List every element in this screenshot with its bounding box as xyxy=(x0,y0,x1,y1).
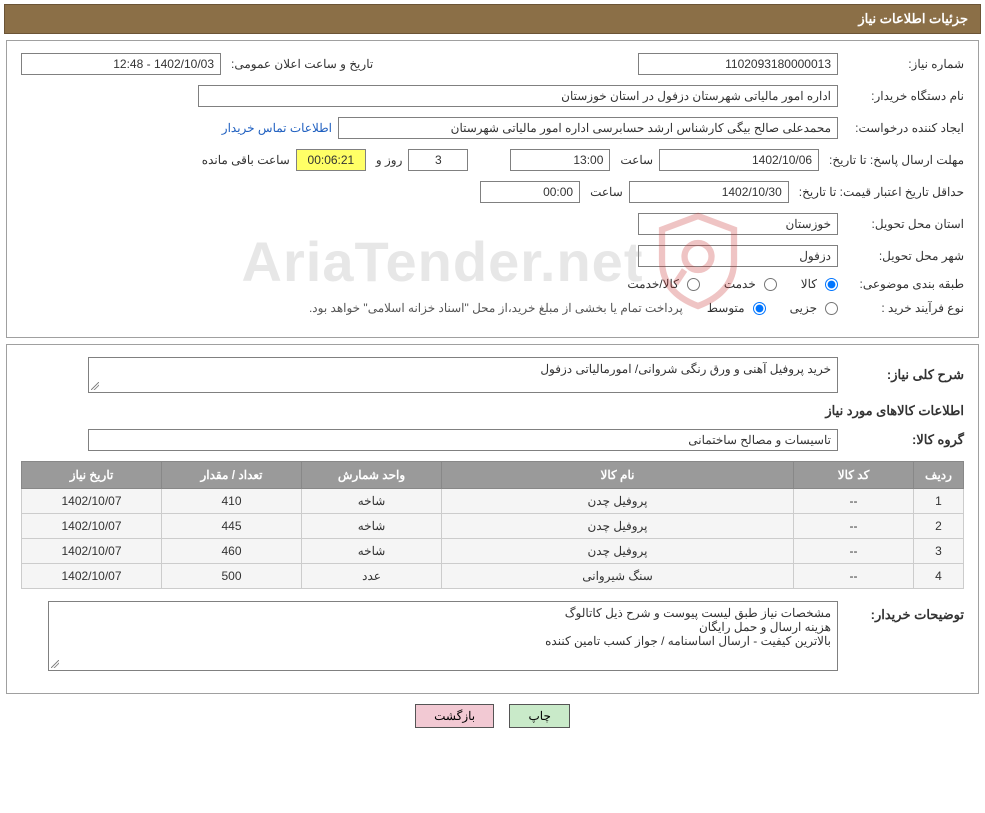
reply-deadline-date: 1402/10/06 xyxy=(659,149,819,171)
table-cell: شاخه xyxy=(302,514,442,539)
requester-field: محمدعلی صالح بیگی کارشناس ارشد حسابرسی ا… xyxy=(338,117,838,139)
process-label: نوع فرآیند خرید : xyxy=(844,301,964,315)
need-no-label: شماره نیاز: xyxy=(844,57,964,71)
radio-service-input[interactable] xyxy=(764,278,777,291)
need-no-field: 1102093180000013 xyxy=(638,53,838,75)
table-cell: -- xyxy=(794,514,914,539)
info-panel: AriaTender.net شماره نیاز: 1102093180000… xyxy=(6,40,979,338)
remaining-label: ساعت باقی مانده xyxy=(198,153,290,167)
time-label-1: ساعت xyxy=(616,153,653,167)
table-cell: 1402/10/07 xyxy=(22,564,162,589)
general-desc-label: شرح کلی نیاز: xyxy=(844,367,964,383)
table-header-row: ردیف کد کالا نام کالا واحد شمارش تعداد /… xyxy=(22,462,964,489)
radio-medium[interactable]: متوسط xyxy=(707,301,766,315)
time-label-2: ساعت xyxy=(586,185,623,199)
city-label: شهر محل تحویل: xyxy=(844,249,964,263)
table-cell: 1402/10/07 xyxy=(22,489,162,514)
announce-time-field: 1402/10/03 - 12:48 xyxy=(21,53,221,75)
radio-service-label: خدمت xyxy=(724,277,756,291)
table-cell: 1402/10/07 xyxy=(22,539,162,564)
city-field: دزفول xyxy=(638,245,838,267)
table-cell: 1 xyxy=(914,489,964,514)
page-title: جزئیات اطلاعات نیاز xyxy=(858,11,968,26)
th-row: ردیف xyxy=(914,462,964,489)
table-cell: پروفیل چدن xyxy=(442,489,794,514)
items-table: ردیف کد کالا نام کالا واحد شمارش تعداد /… xyxy=(21,461,964,589)
buyer-notes-label: توضیحات خریدار: xyxy=(844,601,964,623)
radio-medium-label: متوسط xyxy=(707,301,745,315)
table-cell: 4 xyxy=(914,564,964,589)
process-note: پرداخت تمام یا بخشی از مبلغ خرید،از محل … xyxy=(309,301,683,315)
table-cell: شاخه xyxy=(302,489,442,514)
group-value: تاسیسات و مصالح ساختمانی xyxy=(88,429,838,451)
table-cell: 460 xyxy=(162,539,302,564)
print-button[interactable]: چاپ xyxy=(509,704,569,728)
radio-partial-input[interactable] xyxy=(825,302,838,315)
radio-partial-label: جزیی xyxy=(790,301,817,315)
details-panel: شرح کلی نیاز: خرید پروفیل آهنی و ورق رنگ… xyxy=(6,344,979,694)
general-desc-text[interactable]: خرید پروفیل آهنی و ورق رنگی شروانی/ امور… xyxy=(88,357,838,393)
table-cell: 3 xyxy=(914,539,964,564)
table-cell: 410 xyxy=(162,489,302,514)
th-code: کد کالا xyxy=(794,462,914,489)
radio-goods-service-label: کالا/خدمت xyxy=(627,277,678,291)
table-row: 2--پروفیل چدنشاخه4451402/10/07 xyxy=(22,514,964,539)
requester-label: ایجاد کننده درخواست: xyxy=(844,121,964,135)
announce-time-label: تاریخ و ساعت اعلان عمومی: xyxy=(227,57,373,71)
price-valid-time: 00:00 xyxy=(480,181,580,203)
radio-service[interactable]: خدمت xyxy=(724,277,777,291)
countdown-timer: 00:06:21 xyxy=(296,149,366,171)
radio-medium-input[interactable] xyxy=(753,302,766,315)
radio-goods-input[interactable] xyxy=(825,278,838,291)
th-qty: تعداد / مقدار xyxy=(162,462,302,489)
days-label: روز و xyxy=(372,153,403,167)
reply-deadline-label: مهلت ارسال پاسخ: تا تاریخ: xyxy=(825,153,964,167)
category-label: طبقه بندی موضوعی: xyxy=(844,277,964,291)
table-cell: -- xyxy=(794,489,914,514)
buttons-row: چاپ بازگشت xyxy=(0,704,985,728)
radio-partial[interactable]: جزیی xyxy=(790,301,838,315)
province-label: استان محل تحویل: xyxy=(844,217,964,231)
table-cell: -- xyxy=(794,564,914,589)
page-header: جزئیات اطلاعات نیاز xyxy=(4,4,981,34)
buyer-org-field: اداره امور مالیاتی شهرستان دزفول در استا… xyxy=(198,85,838,107)
th-unit: واحد شمارش xyxy=(302,462,442,489)
items-info-label: اطلاعات کالاهای مورد نیاز xyxy=(825,403,964,419)
table-cell: سنگ شیروانی xyxy=(442,564,794,589)
back-button[interactable]: بازگشت xyxy=(415,704,494,728)
table-cell: پروفیل چدن xyxy=(442,514,794,539)
radio-goods[interactable]: کالا xyxy=(801,277,838,291)
buyer-contact-link[interactable]: اطلاعات تماس خریدار xyxy=(222,121,332,135)
price-valid-date: 1402/10/30 xyxy=(629,181,789,203)
table-cell: 2 xyxy=(914,514,964,539)
buyer-org-label: نام دستگاه خریدار: xyxy=(844,89,964,103)
days-remaining: 3 xyxy=(408,149,468,171)
table-row: 3--پروفیل چدنشاخه4601402/10/07 xyxy=(22,539,964,564)
table-cell: شاخه xyxy=(302,539,442,564)
table-cell: 1402/10/07 xyxy=(22,514,162,539)
price-valid-label: حداقل تاریخ اعتبار قیمت: تا تاریخ: xyxy=(795,185,964,199)
buyer-notes-text[interactable]: مشخصات نیاز طبق لیست پیوست و شرح ذیل کات… xyxy=(48,601,838,671)
radio-goods-label: کالا xyxy=(801,277,817,291)
group-label: گروه کالا: xyxy=(844,432,964,448)
table-cell: 445 xyxy=(162,514,302,539)
table-cell: -- xyxy=(794,539,914,564)
province-field: خوزستان xyxy=(638,213,838,235)
table-cell: عدد xyxy=(302,564,442,589)
th-name: نام کالا xyxy=(442,462,794,489)
table-row: 4--سنگ شیروانیعدد5001402/10/07 xyxy=(22,564,964,589)
th-date: تاریخ نیاز xyxy=(22,462,162,489)
radio-goods-service[interactable]: کالا/خدمت xyxy=(627,277,699,291)
radio-goods-service-input[interactable] xyxy=(687,278,700,291)
table-cell: 500 xyxy=(162,564,302,589)
table-row: 1--پروفیل چدنشاخه4101402/10/07 xyxy=(22,489,964,514)
table-cell: پروفیل چدن xyxy=(442,539,794,564)
reply-deadline-time: 13:00 xyxy=(510,149,610,171)
